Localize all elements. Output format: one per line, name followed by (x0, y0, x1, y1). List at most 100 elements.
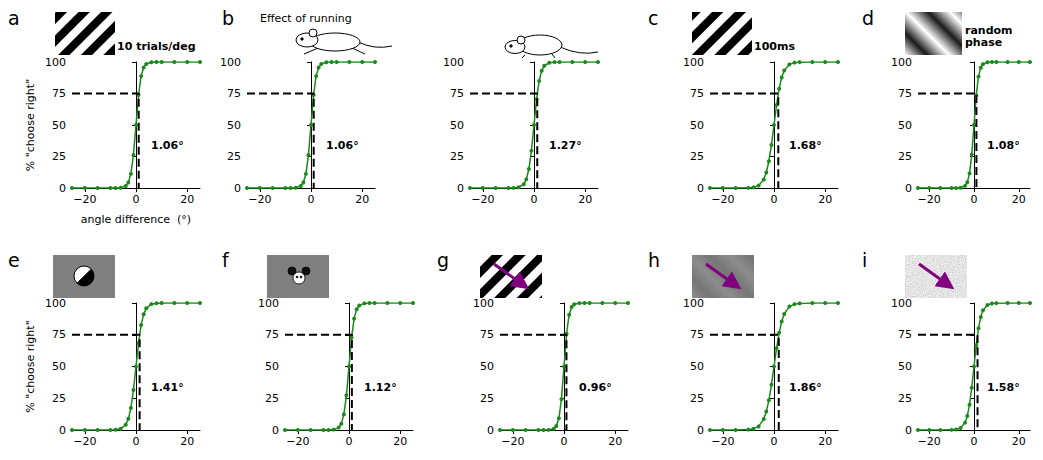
svg-text:0: 0 (133, 193, 140, 206)
svg-text:50: 50 (898, 119, 912, 132)
svg-text:50: 50 (52, 360, 66, 373)
svg-text:50: 50 (690, 360, 704, 373)
svg-text:0: 0 (346, 435, 353, 448)
svg-text:−20: −20 (711, 193, 734, 206)
svg-text:0: 0 (133, 435, 140, 448)
svg-text:100: 100 (443, 56, 464, 69)
svg-text:f: f (222, 249, 230, 271)
svg-text:0: 0 (697, 424, 704, 437)
svg-text:0: 0 (697, 182, 704, 195)
svg-text:0: 0 (561, 435, 568, 448)
svg-text:angle difference (°): angle difference (°) (81, 213, 191, 226)
svg-text:75: 75 (690, 87, 704, 100)
svg-text:g: g (437, 249, 449, 271)
svg-text:1.68°: 1.68° (789, 139, 822, 152)
svg-text:−20: −20 (501, 435, 524, 448)
svg-text:75: 75 (52, 87, 66, 100)
svg-text:20: 20 (818, 193, 832, 206)
svg-text:75: 75 (52, 328, 66, 341)
svg-text:100: 100 (220, 56, 241, 69)
svg-text:50: 50 (52, 119, 66, 132)
svg-text:1.12°: 1.12° (364, 381, 397, 394)
svg-text:20: 20 (393, 435, 407, 448)
svg-text:0: 0 (971, 435, 978, 448)
svg-text:e: e (8, 249, 20, 271)
svg-text:50: 50 (265, 360, 279, 373)
svg-text:75: 75 (690, 328, 704, 341)
svg-text:100: 100 (45, 56, 66, 69)
svg-text:0: 0 (971, 193, 978, 206)
svg-text:0: 0 (272, 424, 279, 437)
svg-text:100: 100 (45, 297, 66, 310)
svg-text:phase: phase (965, 36, 1002, 49)
svg-text:% "choose right": % "choose right" (24, 79, 37, 171)
svg-text:75: 75 (450, 87, 464, 100)
svg-text:c: c (648, 7, 658, 29)
svg-text:100: 100 (683, 56, 704, 69)
svg-text:0: 0 (905, 182, 912, 195)
svg-text:25: 25 (898, 392, 912, 405)
svg-text:1.08°: 1.08° (987, 139, 1020, 152)
svg-text:20: 20 (355, 193, 369, 206)
svg-text:−20: −20 (918, 193, 941, 206)
svg-text:b: b (222, 7, 234, 29)
svg-text:1.41°: 1.41° (151, 381, 184, 394)
svg-text:20: 20 (180, 193, 194, 206)
svg-text:25: 25 (265, 392, 279, 405)
svg-text:−20: −20 (471, 193, 494, 206)
svg-text:25: 25 (690, 392, 704, 405)
svg-text:0: 0 (531, 193, 538, 206)
svg-text:25: 25 (52, 392, 66, 405)
svg-text:−20: −20 (711, 435, 734, 448)
svg-text:50: 50 (450, 119, 464, 132)
svg-text:1.58°: 1.58° (987, 381, 1020, 394)
svg-text:0.96°: 0.96° (579, 381, 612, 394)
svg-text:0: 0 (487, 424, 494, 437)
svg-text:−20: −20 (73, 435, 96, 448)
svg-text:h: h (648, 249, 660, 271)
svg-text:50: 50 (690, 119, 704, 132)
svg-text:1.06°: 1.06° (151, 139, 184, 152)
svg-text:20: 20 (818, 435, 832, 448)
svg-text:25: 25 (450, 150, 464, 163)
svg-text:100: 100 (683, 297, 704, 310)
svg-text:20: 20 (1012, 435, 1026, 448)
svg-text:−20: −20 (248, 193, 271, 206)
svg-text:0: 0 (234, 182, 241, 195)
svg-text:75: 75 (898, 87, 912, 100)
svg-text:20: 20 (578, 193, 592, 206)
svg-text:1.27°: 1.27° (549, 139, 582, 152)
svg-text:50: 50 (227, 119, 241, 132)
svg-text:75: 75 (898, 328, 912, 341)
svg-text:−20: −20 (286, 435, 309, 448)
svg-text:25: 25 (227, 150, 241, 163)
svg-text:0: 0 (308, 193, 315, 206)
svg-text:20: 20 (608, 435, 622, 448)
svg-text:20: 20 (180, 435, 194, 448)
svg-text:0: 0 (457, 182, 464, 195)
svg-text:1.86°: 1.86° (789, 381, 822, 394)
svg-text:0: 0 (59, 424, 66, 437)
svg-text:−20: −20 (73, 193, 96, 206)
svg-text:10 trials/deg: 10 trials/deg (117, 40, 196, 53)
svg-text:% "choose right": % "choose right" (24, 320, 37, 412)
svg-text:75: 75 (227, 87, 241, 100)
svg-text:d: d (862, 7, 874, 29)
svg-text:50: 50 (898, 360, 912, 373)
svg-text:75: 75 (265, 328, 279, 341)
svg-text:0: 0 (771, 435, 778, 448)
svg-text:a: a (8, 7, 20, 29)
svg-text:75: 75 (480, 328, 494, 341)
svg-text:0: 0 (905, 424, 912, 437)
svg-text:Effect of running: Effect of running (260, 12, 352, 25)
svg-text:25: 25 (690, 150, 704, 163)
svg-text:i: i (862, 249, 867, 271)
svg-text:100: 100 (473, 297, 494, 310)
svg-text:0: 0 (771, 193, 778, 206)
svg-text:0: 0 (59, 182, 66, 195)
svg-text:25: 25 (52, 150, 66, 163)
svg-text:−20: −20 (918, 435, 941, 448)
svg-text:100: 100 (891, 56, 912, 69)
svg-text:100ms: 100ms (754, 40, 795, 53)
svg-text:100: 100 (891, 297, 912, 310)
